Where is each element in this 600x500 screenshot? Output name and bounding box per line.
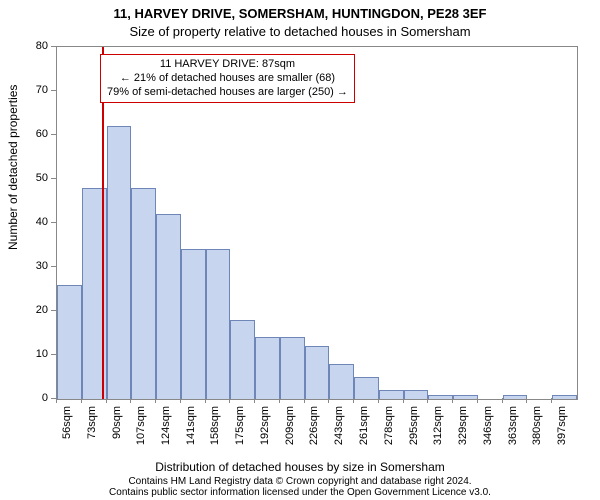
footer-line1: Contains HM Land Registry data © Crown c… [0, 476, 600, 487]
histogram-bar [181, 249, 206, 399]
y-tick-label: 50 [0, 172, 48, 184]
x-tick-label: 363sqm [507, 406, 519, 445]
x-tick-label: 243sqm [333, 406, 345, 445]
x-tick-mark [502, 398, 503, 403]
histogram-bar [305, 346, 330, 399]
histogram-bar [404, 390, 429, 399]
y-tick-mark [51, 178, 56, 179]
x-tick-label: 175sqm [234, 406, 246, 445]
x-tick-label: 192sqm [259, 406, 271, 445]
y-tick-label: 60 [0, 128, 48, 140]
y-tick-mark [51, 46, 56, 47]
x-tick-mark [452, 398, 453, 403]
x-tick-label: 226sqm [309, 406, 321, 445]
x-tick-label: 261sqm [358, 406, 370, 445]
histogram-bar [329, 364, 354, 399]
y-tick-label: 70 [0, 84, 48, 96]
x-tick-label: 295sqm [408, 406, 420, 445]
histogram-bar [230, 320, 255, 399]
x-tick-mark [353, 398, 354, 403]
histogram-bar [156, 214, 181, 399]
x-tick-label: 56sqm [61, 406, 73, 439]
histogram-bar [255, 337, 280, 399]
y-tick-label: 0 [0, 392, 48, 404]
y-tick-mark [51, 354, 56, 355]
x-tick-mark [279, 398, 280, 403]
histogram-bar [280, 337, 305, 399]
histogram-bar [206, 249, 231, 399]
x-tick-label: 73sqm [86, 406, 98, 439]
x-tick-mark [155, 398, 156, 403]
x-tick-label: 380sqm [531, 406, 543, 445]
x-tick-mark [205, 398, 206, 403]
histogram-bar [379, 390, 404, 399]
x-tick-label: 141sqm [185, 406, 197, 445]
x-axis-label: Distribution of detached houses by size … [0, 460, 600, 474]
x-tick-mark [254, 398, 255, 403]
x-tick-mark [477, 398, 478, 403]
x-tick-mark [130, 398, 131, 403]
x-tick-label: 209sqm [284, 406, 296, 445]
x-tick-label: 124sqm [160, 406, 172, 445]
footer-line2: Contains public sector information licen… [0, 487, 600, 498]
x-tick-mark [427, 398, 428, 403]
x-tick-mark [551, 398, 552, 403]
x-tick-label: 346sqm [482, 406, 494, 445]
x-tick-mark [180, 398, 181, 403]
chart-title-line2: Size of property relative to detached ho… [0, 24, 600, 39]
y-tick-label: 40 [0, 216, 48, 228]
histogram-bar [107, 126, 132, 399]
histogram-bar [354, 377, 379, 399]
x-tick-label: 397sqm [556, 406, 568, 445]
chart-title-line1: 11, HARVEY DRIVE, SOMERSHAM, HUNTINGDON,… [0, 6, 600, 21]
x-tick-mark [229, 398, 230, 403]
y-tick-mark [51, 134, 56, 135]
x-tick-label: 90sqm [111, 406, 123, 439]
x-tick-mark [328, 398, 329, 403]
x-tick-mark [378, 398, 379, 403]
x-tick-label: 329sqm [457, 406, 469, 445]
x-tick-mark [56, 398, 57, 403]
histogram-bar [552, 395, 577, 399]
x-tick-label: 107sqm [135, 406, 147, 445]
y-tick-mark [51, 90, 56, 91]
y-tick-label: 10 [0, 348, 48, 360]
annotation-line3: 79% of semi-detached houses are larger (… [107, 86, 348, 100]
x-tick-mark [81, 398, 82, 403]
x-tick-label: 312sqm [432, 406, 444, 445]
x-tick-mark [403, 398, 404, 403]
x-tick-label: 158sqm [210, 406, 222, 445]
annotation-line1: 11 HARVEY DRIVE: 87sqm [107, 58, 348, 72]
histogram-bar [131, 188, 156, 399]
y-tick-label: 20 [0, 304, 48, 316]
x-tick-mark [106, 398, 107, 403]
footer-attribution: Contains HM Land Registry data © Crown c… [0, 476, 600, 498]
y-tick-mark [51, 310, 56, 311]
annotation-box: 11 HARVEY DRIVE: 87sqm← 21% of detached … [100, 54, 355, 103]
histogram-bar [428, 395, 453, 399]
annotation-line2: ← 21% of detached houses are smaller (68… [107, 72, 348, 86]
histogram-bar [57, 285, 82, 399]
y-tick-label: 80 [0, 40, 48, 52]
x-tick-mark [304, 398, 305, 403]
histogram-bar [453, 395, 478, 399]
y-tick-label: 30 [0, 260, 48, 272]
x-tick-label: 278sqm [383, 406, 395, 445]
y-tick-mark [51, 222, 56, 223]
x-tick-mark [526, 398, 527, 403]
histogram-bar [503, 395, 528, 399]
y-tick-mark [51, 266, 56, 267]
